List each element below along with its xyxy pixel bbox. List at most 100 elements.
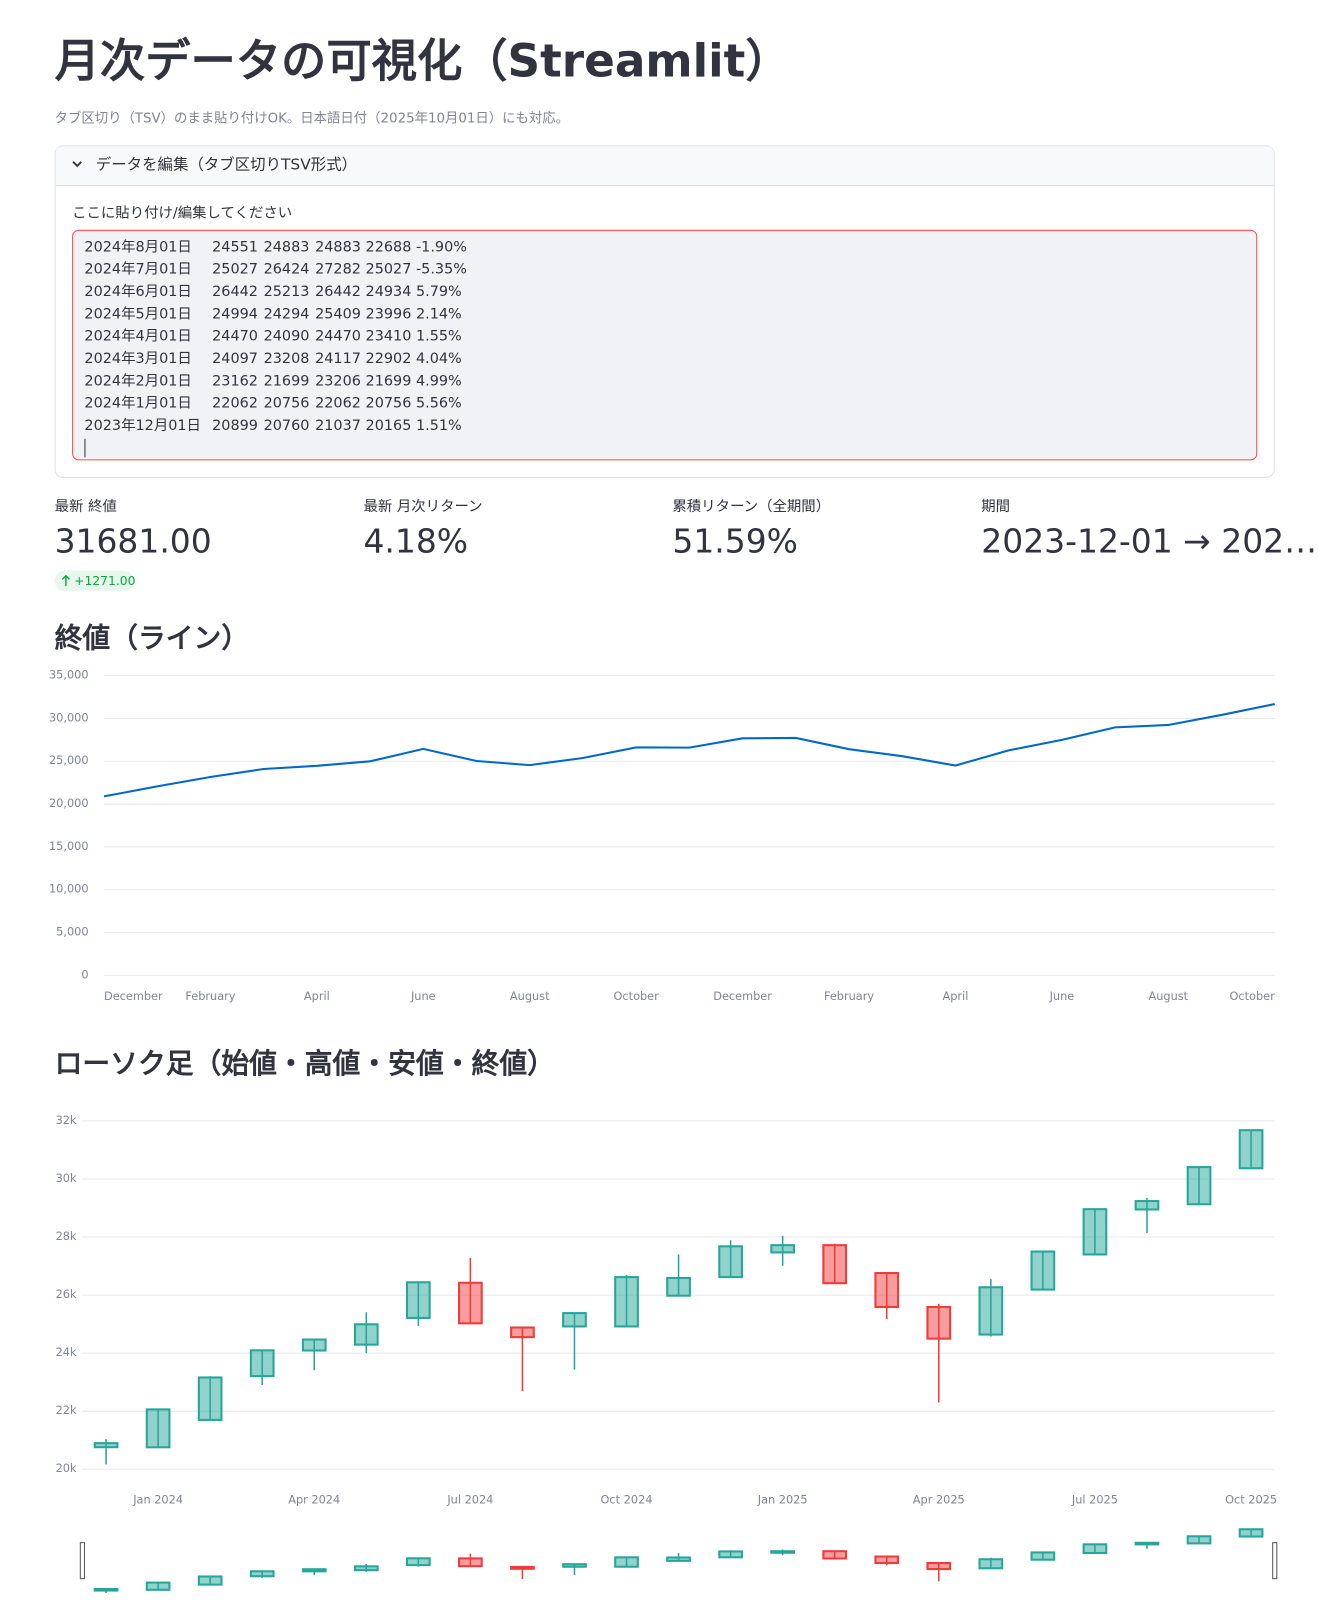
- cell: 26442: [212, 284, 258, 300]
- range-candle-body: [1134, 1541, 1160, 1546]
- range-candle-body: [145, 1581, 171, 1591]
- range-candle-body: [614, 1556, 639, 1568]
- cell: 24883: [315, 239, 361, 255]
- x-tick-label: Apr 2024: [288, 1492, 340, 1506]
- cell: 23206: [315, 373, 361, 389]
- range-handle[interactable]: [1272, 1542, 1278, 1580]
- cell: 25027: [212, 262, 258, 278]
- range-handle[interactable]: [79, 1542, 85, 1580]
- range-candle-body: [718, 1550, 743, 1559]
- cell: 24934: [366, 284, 412, 300]
- range-candle-body: [510, 1565, 535, 1570]
- cell: 24994: [212, 306, 258, 322]
- candle-body: [1238, 1129, 1264, 1170]
- metric-label: 累積リターン（全期間）: [672, 497, 830, 515]
- x-tick-label: December: [713, 989, 772, 1003]
- expander-header[interactable]: [55, 146, 1274, 186]
- y-tick-label: 24k: [56, 1345, 77, 1359]
- cell: 2024年2月01日: [84, 372, 191, 389]
- range-candle-body: [978, 1558, 1004, 1570]
- x-tick-label: February: [824, 989, 874, 1003]
- input-label: ここに貼り付け/編集してください: [72, 204, 292, 221]
- cell: 22062: [315, 396, 361, 412]
- metric-label: 期間: [981, 498, 1010, 515]
- cell: 4.04%: [416, 351, 462, 367]
- cell: 24097: [212, 351, 258, 367]
- y-tick-label: 30k: [56, 1171, 77, 1185]
- x-tick-label: August: [1149, 989, 1189, 1003]
- candle-body: [1186, 1166, 1212, 1206]
- cell: 24470: [315, 329, 361, 345]
- candle-body: [301, 1338, 327, 1352]
- range-candle-body: [249, 1570, 275, 1578]
- cell: 24090: [264, 329, 310, 345]
- metric-value: 2023-12-01 → 202…: [981, 521, 1317, 560]
- candle-body: [510, 1326, 535, 1339]
- y-tick-label: 26k: [56, 1287, 77, 1301]
- x-tick-label: October: [1229, 989, 1275, 1003]
- cell: 20899: [212, 418, 258, 434]
- candle-body: [197, 1376, 223, 1421]
- range-candle-body: [458, 1557, 483, 1568]
- subtitle: タブ区切り（TSV）のまま貼り付けOK。日本語日付（2025年10月01日）にも…: [55, 110, 569, 127]
- cell: 2024年6月01日: [84, 283, 191, 300]
- textarea[interactable]: [72, 229, 1258, 461]
- chevron[interactable]: [72, 161, 83, 168]
- candle-body: [1134, 1200, 1160, 1211]
- range-candle-body: [1030, 1551, 1056, 1561]
- cell: 2024年3月01日: [84, 350, 191, 367]
- x-tick-label: Oct 2025: [1225, 1492, 1277, 1506]
- delta-pill: [54, 570, 134, 592]
- candle-body: [353, 1323, 379, 1346]
- cell: 2024年7月01日: [84, 261, 191, 278]
- range-candle-body: [874, 1555, 900, 1565]
- x-tick-label: Jul 2024: [446, 1492, 493, 1506]
- x-tick-label: Jan 2024: [132, 1492, 183, 1506]
- x-tick-label: April: [943, 989, 969, 1003]
- cell: 20756: [264, 396, 310, 412]
- metric-label: 最新 月次リターン: [363, 498, 482, 515]
- range-candle-body: [93, 1587, 119, 1592]
- range-candle-body: [666, 1556, 691, 1562]
- cell: 21699: [366, 373, 412, 389]
- metric-value: 51.59%: [672, 521, 798, 560]
- cell: 22902: [366, 351, 412, 367]
- cell: 25027: [366, 262, 412, 278]
- candle-body: [666, 1276, 691, 1297]
- candle-body: [405, 1281, 431, 1319]
- y-tick-label: 0: [81, 967, 88, 981]
- cell: 24117: [315, 351, 361, 367]
- metric-label: 最新 終値: [55, 498, 117, 515]
- range-candle-body: [405, 1557, 431, 1567]
- metric-value: 4.18%: [363, 521, 468, 560]
- delta-arrow: [61, 574, 71, 587]
- x-tick-label: June: [1049, 989, 1075, 1003]
- cell: 25409: [315, 306, 361, 322]
- cell: 2024年8月01日: [84, 238, 191, 255]
- metric-delta: +1271.00: [74, 574, 136, 588]
- cell: 5.56%: [416, 396, 462, 412]
- expander-label[interactable]: データを編集（タブ区切りTSV形式）: [96, 154, 357, 173]
- candle-body: [458, 1281, 483, 1325]
- cell: 2024年1月01日: [84, 395, 191, 412]
- x-tick-label: April: [304, 989, 330, 1003]
- candle-body: [874, 1272, 900, 1309]
- range-candle-body: [822, 1550, 848, 1560]
- y-tick-label: 35,000: [49, 668, 89, 682]
- candle-body: [822, 1244, 848, 1285]
- range-candle-body: [1082, 1543, 1108, 1555]
- x-tick-label: Jan 2025: [757, 1492, 808, 1506]
- section-heading: ローソク足（始値・高値・安値・終値）: [55, 1047, 555, 1080]
- y-tick-label: 28k: [56, 1229, 77, 1243]
- y-tick-label: 32k: [56, 1113, 77, 1127]
- cell: 21699: [264, 373, 310, 389]
- candle-body: [1082, 1208, 1108, 1256]
- candle-body: [770, 1244, 796, 1254]
- range-candle-body: [1186, 1535, 1212, 1545]
- range-candle-body: [770, 1550, 796, 1554]
- y-tick-label: 22k: [56, 1403, 77, 1417]
- page-title: 月次データの可視化（Streamlit）: [55, 35, 791, 88]
- cell: 20760: [264, 418, 310, 434]
